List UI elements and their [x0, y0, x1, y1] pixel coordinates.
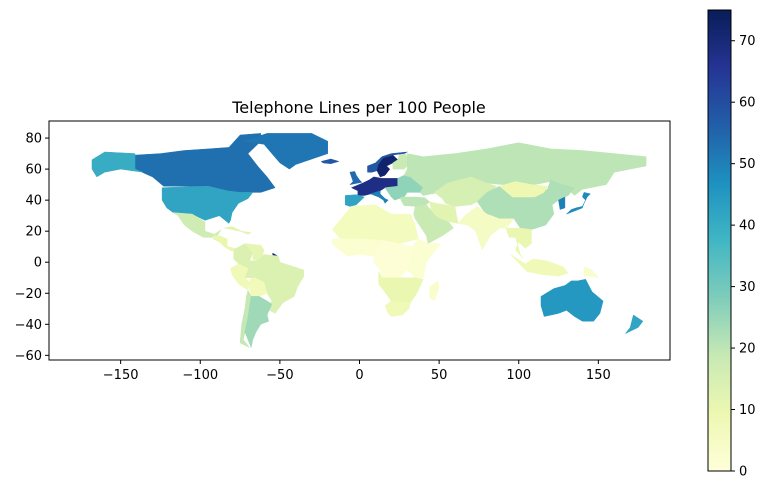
region-central-america	[212, 235, 236, 252]
colorbar-axis: 0 10 20 30 40 50 60 70	[731, 34, 756, 480]
colorbar-tick-label: 10	[739, 403, 756, 418]
region-bolivia	[249, 277, 268, 297]
colorbar-tick-label: 60	[739, 96, 756, 111]
y-tick-label: 80	[25, 132, 42, 147]
x-tick-label: −150	[103, 368, 139, 383]
region-east-africa	[407, 238, 442, 278]
region-korea	[558, 196, 566, 210]
region-japan	[566, 192, 591, 215]
region-argentina	[244, 296, 273, 349]
region-australia	[540, 279, 604, 322]
region-spain	[344, 194, 365, 207]
region-southern-africa	[378, 271, 424, 303]
y-tick-label: 40	[25, 194, 42, 209]
colorbar-tick-label: 50	[739, 157, 756, 172]
region-mongolia	[499, 181, 548, 198]
x-tick-label: 150	[586, 368, 611, 383]
x-axis: −150 −100 −50 0 50 100 150	[103, 360, 611, 383]
region-eastern-europe	[384, 175, 424, 201]
region-united-kingdom	[349, 171, 363, 186]
y-tick-label: −60	[15, 349, 42, 364]
y-axis: −60 −40 −20 0 20 40 60 80	[15, 132, 49, 364]
x-tick-label: 50	[431, 368, 448, 383]
region-indonesia	[510, 254, 569, 277]
colorbar-tick-label: 70	[739, 34, 756, 49]
region-united-states	[161, 185, 254, 224]
chart-title: Telephone Lines per 100 People	[231, 98, 486, 117]
colorbar-tick-label: 30	[739, 280, 756, 295]
region-papua-new-guinea	[583, 266, 599, 279]
region-iceland	[320, 158, 340, 164]
region-canada	[134, 133, 276, 198]
region-italy	[369, 190, 389, 204]
x-tick-label: −50	[266, 368, 293, 383]
region-alaska	[91, 151, 143, 178]
y-tick-label: 0	[34, 256, 42, 271]
region-new-zealand	[625, 314, 644, 334]
x-tick-label: 0	[355, 368, 363, 383]
region-madagascar	[429, 280, 440, 302]
y-tick-label: 60	[25, 163, 42, 178]
region-middle-east	[413, 204, 454, 244]
region-north-africa	[332, 204, 419, 244]
y-tick-label: 20	[25, 225, 42, 240]
region-southeast-asia	[505, 227, 532, 260]
region-caribbean	[224, 226, 253, 235]
region-india	[457, 206, 515, 251]
y-tick-label: −20	[15, 287, 42, 302]
region-mexico	[173, 212, 222, 238]
colorbar-tick-label: 20	[739, 342, 756, 357]
x-tick-label: −100	[182, 368, 218, 383]
region-south-africa	[384, 300, 411, 317]
colorbar-tick-label: 40	[739, 219, 756, 234]
colorbar-tick-label: 0	[739, 465, 747, 480]
y-tick-label: −40	[15, 318, 42, 333]
region-finland	[392, 153, 408, 170]
region-greenland	[243, 133, 328, 170]
map-regions	[91, 133, 647, 349]
x-tick-label: 100	[506, 368, 531, 383]
colorbar	[707, 9, 732, 472]
